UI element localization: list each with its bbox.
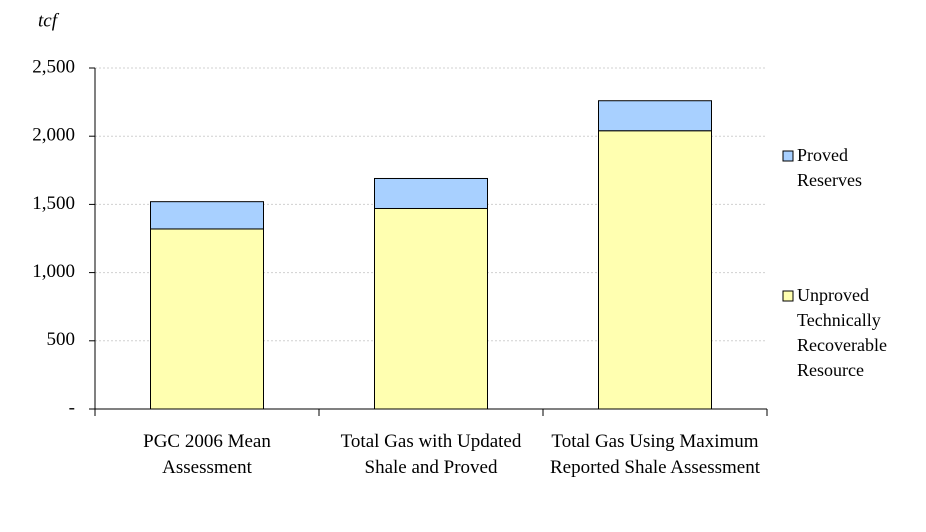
x-tick-label: Total Gas with Updated Shale and Proved <box>340 431 522 478</box>
x-tick-label: PGC 2006 Mean Assessment <box>143 431 271 478</box>
bar-segment <box>598 100 712 132</box>
bar-segment <box>150 228 264 410</box>
legend-label: Proved Reserves <box>797 145 862 190</box>
bar-segment <box>374 207 488 410</box>
y-tick-label: 2,500 <box>32 56 75 77</box>
y-tick-label: 1,500 <box>32 193 75 214</box>
legend-swatch <box>782 150 794 162</box>
y-tick-label: 500 <box>47 329 76 350</box>
x-tick-label: Total Gas Using Maximum Reported Shale A… <box>549 431 761 478</box>
y-tick-label: - <box>69 397 75 418</box>
legend-swatch <box>782 290 794 302</box>
bar-segment <box>598 130 712 410</box>
legend-label: Unproved Technically Recoverable Resourc… <box>797 285 887 380</box>
y-tick-label: 2,000 <box>32 125 75 146</box>
y-tick-label: 1,000 <box>32 261 75 282</box>
bar-segment <box>374 177 488 209</box>
bar-segment <box>150 201 264 230</box>
y-axis-label: tcf <box>38 10 60 31</box>
